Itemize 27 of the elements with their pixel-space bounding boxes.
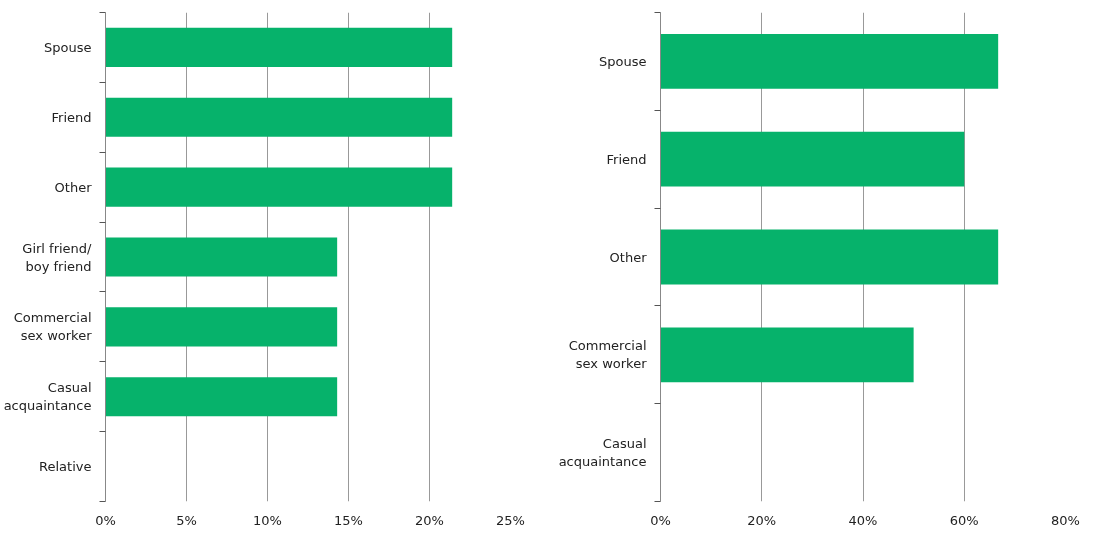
y-tick-label: Friend	[606, 151, 647, 167]
x-tick-label: 80%	[1051, 512, 1080, 528]
y-tick-label: Other	[54, 179, 93, 195]
x-tick-label: 5%	[176, 512, 197, 528]
x-tick-label: 15%	[334, 512, 363, 528]
y-tick-label: Friend	[51, 109, 92, 125]
x-tick-label: 20%	[415, 512, 444, 528]
y-tick-label: Girl friend/boy friend	[22, 240, 93, 274]
x-tick-label: 60%	[949, 512, 979, 528]
x-tick-label: 25%	[496, 512, 525, 528]
x-tick-label: 10%	[253, 512, 282, 528]
x-tick-label: 20%	[747, 512, 777, 528]
x-tick-label: 0%	[650, 512, 671, 528]
bar	[660, 131, 965, 187]
x-tick-label: 40%	[848, 512, 878, 528]
y-tick-label: Casual acquaintance	[3, 380, 92, 414]
y-tick-label: Relative	[39, 459, 92, 475]
y-tick-label: Spouse	[599, 53, 647, 69]
bar	[660, 34, 999, 89]
bar	[660, 229, 999, 285]
x-tick-label: 0%	[95, 512, 116, 528]
y-tick-label: Spouse	[44, 39, 92, 55]
y-tick-label: Other	[609, 249, 648, 265]
bar	[660, 327, 914, 383]
y-tick-label: Casual acquaintance	[558, 436, 647, 470]
y-tick-label: Commercial sex worker	[568, 338, 648, 372]
y-tick-label: Commercial sex worker	[13, 310, 93, 344]
